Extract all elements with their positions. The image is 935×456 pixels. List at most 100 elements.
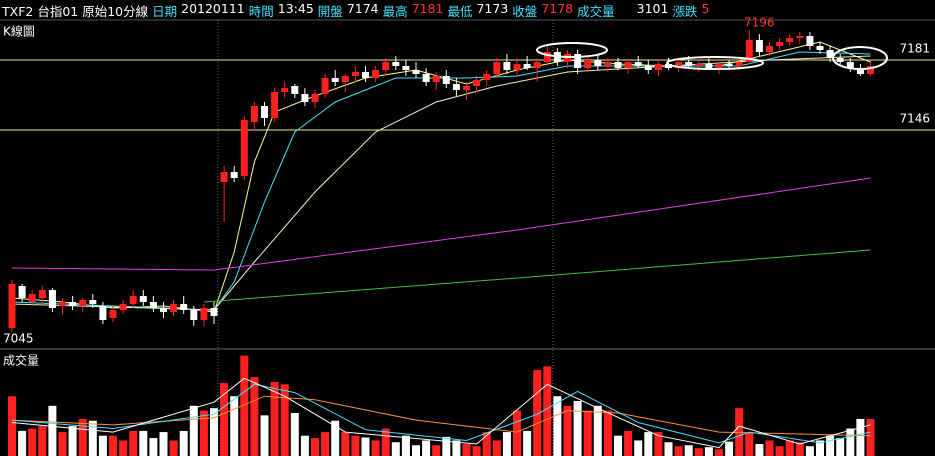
candle-body [230, 172, 238, 178]
candle-body [574, 54, 582, 68]
annotation-ellipse [536, 42, 608, 58]
candle-body [311, 94, 319, 102]
candle-body [170, 304, 178, 312]
candle-body [594, 60, 602, 66]
candle-body [604, 62, 612, 66]
volume-bar [563, 405, 572, 456]
quote-header: TXF2 台指01 原始10分線 日期 20120111 時間 13:45 開盤 7174… [2, 1, 713, 19]
candle-body [240, 120, 248, 176]
volume-bar [381, 428, 390, 456]
volume-bar [846, 428, 855, 456]
candle-body [331, 78, 339, 82]
volume-bar [694, 448, 703, 456]
candle-body [725, 64, 733, 66]
candle-body [129, 296, 137, 304]
volume-bar [321, 432, 330, 456]
y-tick-label: 7146 [899, 112, 930, 126]
candle-body [392, 62, 400, 66]
candle-body [634, 62, 642, 66]
volume-bar [149, 438, 158, 456]
candle-body [412, 70, 420, 74]
candle-body [735, 62, 743, 66]
volume-bar [68, 426, 77, 456]
candle-body [796, 36, 804, 38]
field-label: 最高 [382, 4, 408, 19]
candle-body [614, 62, 622, 68]
marks: 7181 7146 7196 7045 [0, 16, 935, 456]
candle-body [341, 76, 349, 82]
candle-body [806, 36, 814, 46]
volume-bar [341, 432, 350, 456]
volume-bar [715, 449, 723, 456]
candle-body [8, 284, 16, 328]
candle-body [442, 76, 450, 84]
candle-body [261, 106, 268, 118]
candle-body [59, 302, 66, 306]
volume-bar [280, 384, 289, 456]
candle-body [523, 64, 531, 68]
volume-bar [220, 383, 229, 456]
volume-bar [38, 426, 47, 456]
volume-bar [270, 381, 279, 456]
candle-body [38, 290, 46, 298]
ma-line [11, 55, 871, 311]
candle-body [109, 310, 117, 318]
candle-body [372, 70, 380, 78]
volume-bar [775, 446, 784, 456]
high-label: 7196 [744, 16, 775, 30]
volume-bar [805, 446, 814, 456]
candle-body [250, 106, 258, 122]
candle-body [28, 294, 36, 302]
volume-bar [492, 440, 501, 456]
field-value: 5 [701, 1, 710, 16]
candle-body [836, 58, 844, 62]
candle-body [79, 300, 87, 306]
candle-body [210, 308, 218, 316]
instrument: TXF2 台指01 原始10分線 [2, 4, 149, 19]
volume-bar [502, 432, 511, 456]
volume-bar [826, 435, 835, 456]
volume-bar [836, 438, 845, 456]
volume-bar [119, 440, 128, 456]
volume-bar [8, 396, 16, 456]
volume-bar [240, 355, 249, 456]
volume-bar [169, 440, 178, 456]
candle-body [745, 40, 753, 62]
volume-bar [745, 432, 754, 456]
candle-body [564, 54, 571, 62]
candle-body [190, 310, 198, 320]
volume-bar [624, 430, 633, 456]
candle-body [382, 62, 390, 70]
candle-body [452, 84, 460, 90]
candle-body [119, 304, 127, 310]
candle-body [432, 76, 440, 82]
ma-line [11, 395, 871, 437]
volume-bar [159, 432, 168, 456]
ma-line [203, 249, 871, 303]
volume-bar [391, 442, 400, 456]
volume-bar [290, 412, 299, 456]
candle-body [685, 62, 693, 66]
volume-bar [644, 432, 653, 456]
volume-bar [856, 418, 865, 456]
volume-bar [593, 405, 602, 456]
volume-bar [422, 440, 431, 456]
field-value: 13:45 [277, 1, 314, 16]
field-value: 7173 [476, 1, 509, 16]
volume-bar [260, 415, 269, 456]
volume-bar [603, 410, 612, 456]
ma-line [11, 383, 871, 444]
field-label: 最低 [447, 4, 473, 19]
volume-bar [482, 432, 491, 456]
candle-body [402, 66, 410, 70]
candle-body [483, 74, 491, 80]
volume-bar [58, 432, 67, 456]
candle-body [856, 68, 864, 74]
candle-body [776, 42, 784, 46]
candle-body [351, 72, 359, 76]
volume-bar [351, 435, 360, 456]
candle-body [624, 62, 632, 68]
candle-body [715, 64, 723, 68]
